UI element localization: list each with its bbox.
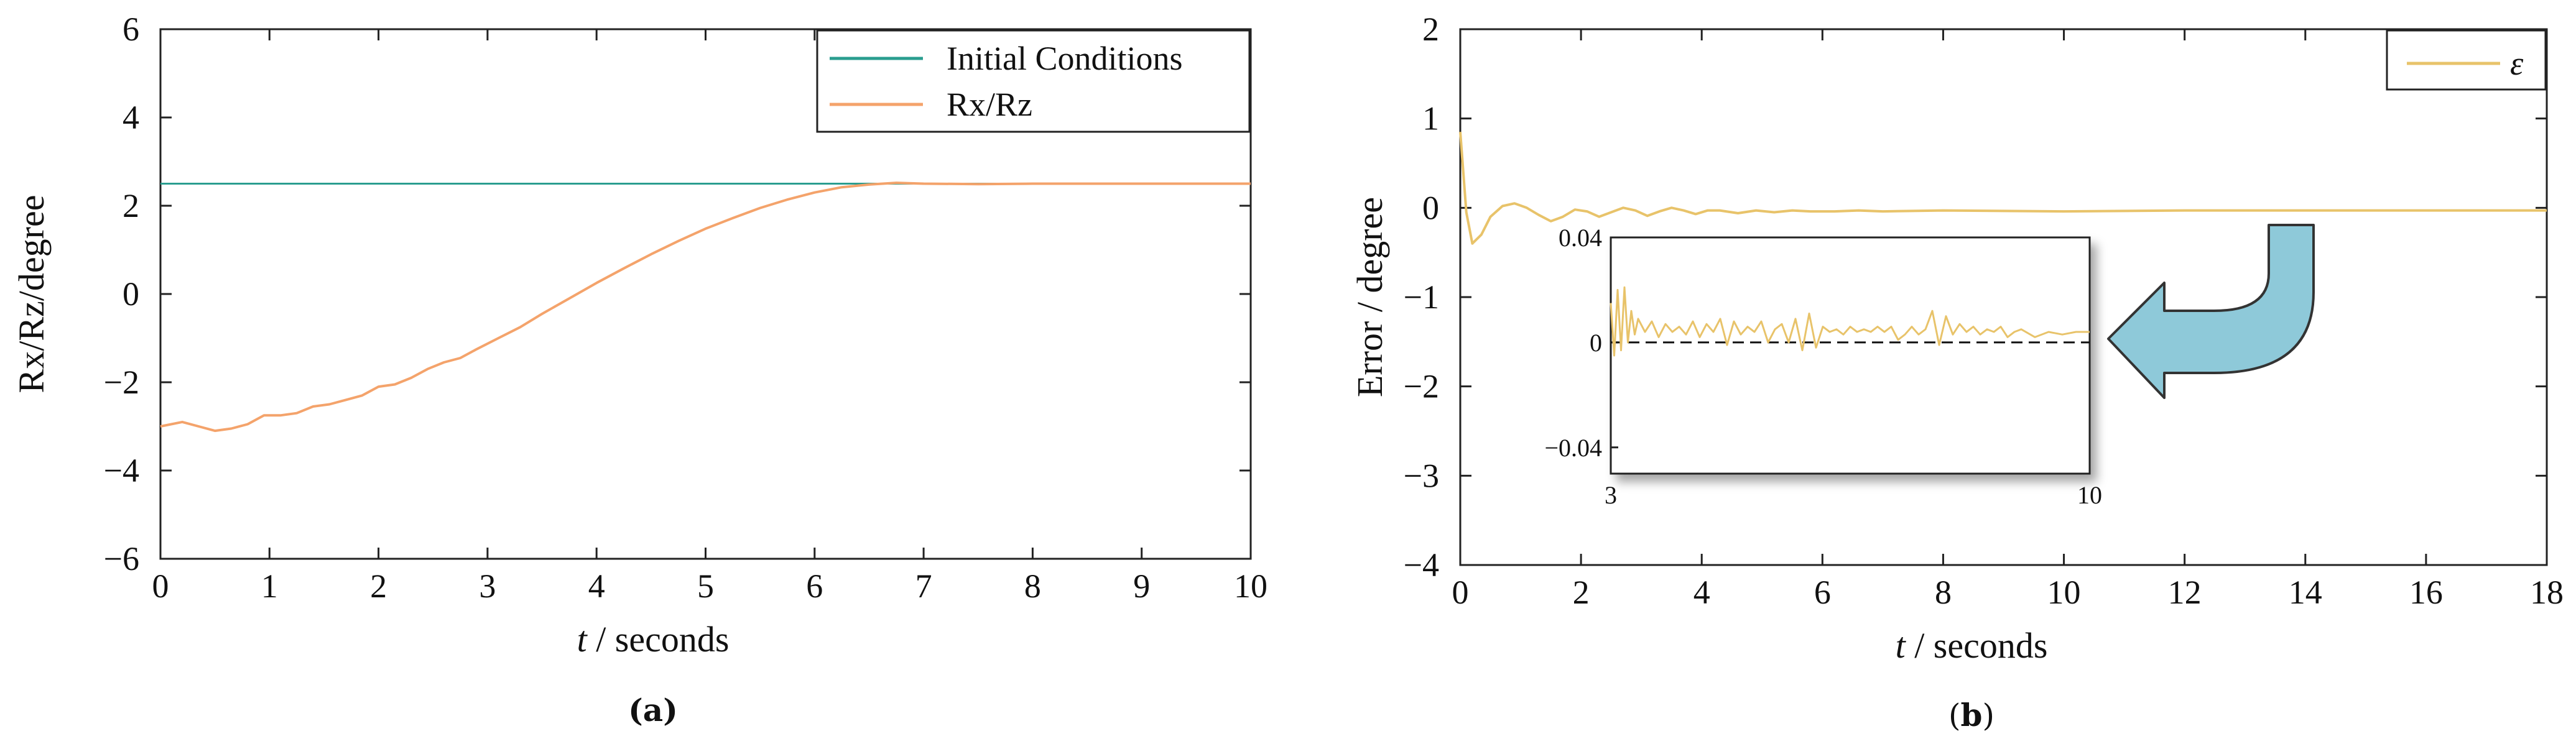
x-tick-label: 14: [2289, 574, 2322, 611]
panel-a-x-tick-labels: 0 1 2 3 4 5 6 7 8 9 10: [152, 567, 1268, 605]
x-tick-label: 0: [152, 567, 169, 605]
x-tick-label: 10: [2047, 574, 2081, 611]
x-tick-label: 9: [1133, 567, 1150, 605]
y-tick-label: 0: [123, 275, 139, 313]
callout-arrow: [2108, 225, 2314, 398]
legend-label-initial-conditions: Initial Conditions: [947, 40, 1183, 77]
panel-a-y-axis-label: Rx/Rz/degree: [11, 195, 52, 393]
x-tick-label: 8: [1935, 574, 1952, 611]
y-tick-label: 1: [1422, 100, 1439, 137]
panel-b-series: [1460, 132, 2547, 244]
panel-a-x-axis-label: t / seconds: [577, 619, 730, 659]
inset-y-tick-label: −0.04: [1544, 434, 1602, 462]
panel-b-y-tick-labels: −4 −3 −2 −1 0 1 2: [1404, 11, 1439, 584]
panel-b-caption: (b): [1948, 697, 1995, 733]
y-tick-label: −2: [1404, 368, 1439, 405]
x-tick-label: 5: [697, 567, 714, 605]
y-tick-label: −3: [1404, 457, 1439, 494]
panel-b-legend: ε: [2387, 30, 2546, 90]
x-tick-label: 3: [479, 567, 496, 605]
inset-y-tick-labels: 0.04 0 −0.04: [1544, 224, 1602, 462]
inset-y-tick-label: 0: [1590, 329, 1602, 357]
x-tick-label: 8: [1024, 567, 1041, 605]
panel-b-y-axis-label: Error / degree: [1350, 197, 1390, 397]
panel-a: 0 1 2 3 4 5 6 7 8 9 10 −6 −4 −2 0 2 4 6 Initial Conditio…: [11, 11, 1267, 728]
x-tick-label: 16: [2409, 574, 2443, 611]
panel-b-x-tick-labels: 0 2 4 6 8 10 12 14 16 18: [1452, 574, 2564, 611]
y-tick-label: −2: [104, 364, 139, 401]
inset-y-tick-label: 0.04: [1559, 224, 1602, 252]
inset-x-tick-labels: 3 10: [1605, 481, 2102, 509]
x-tick-label: 10: [1234, 567, 1267, 605]
legend-label-epsilon: ε: [2510, 45, 2524, 82]
x-tick-label: 2: [1573, 574, 1590, 611]
inset-x-tick-label: 3: [1605, 481, 1617, 509]
y-tick-label: −4: [104, 452, 139, 489]
x-tick-label: 6: [806, 567, 823, 605]
legend-label-rx-rz: Rx/Rz: [947, 86, 1032, 123]
inset: 0.04 0 −0.04 3 10: [1544, 224, 2102, 509]
x-tick-label: 12: [2168, 574, 2202, 611]
y-tick-label: 4: [123, 99, 139, 136]
y-tick-label: −6: [104, 540, 139, 577]
x-tick-label: 4: [1693, 574, 1710, 611]
panel-a-caption: (a): [628, 692, 678, 728]
panel-b-x-axis-label: t / seconds: [1896, 625, 2048, 666]
panel-a-y-tick-labels: −6 −4 −2 0 2 4 6: [104, 11, 139, 577]
series-line-b-0: [1460, 132, 2547, 244]
y-tick-label: 2: [1422, 11, 1439, 48]
x-tick-label: 1: [261, 567, 278, 605]
inset-frame: [1611, 237, 2090, 474]
x-tick-label: 7: [915, 567, 932, 605]
y-tick-label: −1: [1404, 278, 1439, 316]
y-tick-label: 2: [123, 187, 139, 224]
y-tick-label: 6: [123, 11, 139, 48]
y-tick-label: 0: [1422, 189, 1439, 226]
x-tick-label: 2: [370, 567, 387, 605]
x-tick-label: 18: [2530, 574, 2564, 611]
y-tick-label: −4: [1404, 546, 1439, 584]
inset-x-tick-label: 10: [2077, 481, 2102, 509]
panel-a-series: [160, 183, 1251, 431]
x-tick-label: 0: [1452, 574, 1469, 611]
series-line-a-1: [160, 183, 1251, 431]
x-tick-label: 4: [588, 567, 605, 605]
x-tick-label: 6: [1814, 574, 1831, 611]
panel-a-legend: Initial Conditions Rx/Rz: [817, 30, 1249, 132]
